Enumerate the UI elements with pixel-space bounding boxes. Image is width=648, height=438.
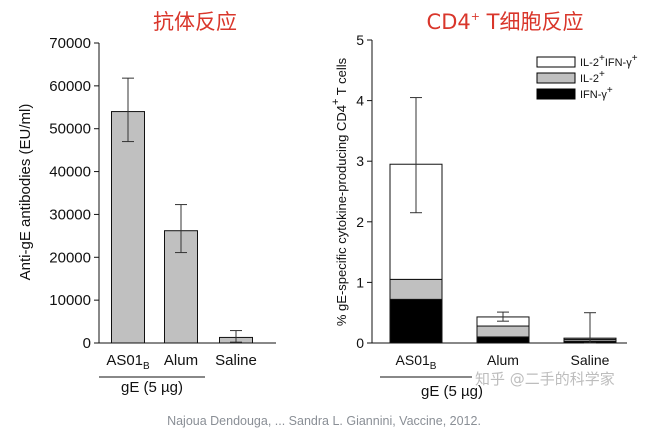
citation: Najoua Dendouga, ... Sandra L. Giannini,… xyxy=(167,414,481,428)
antibody-y-tick-label: 50000 xyxy=(49,121,91,138)
category-base: Alum xyxy=(487,352,519,368)
category-subscript: B xyxy=(143,361,150,372)
antibody-y-tick-label: 70000 xyxy=(49,35,91,52)
legend-swatch-ifng xyxy=(536,88,576,100)
antibody-category-label: Alum xyxy=(164,352,198,369)
antibody-chart-title: 抗体反应 xyxy=(153,10,237,34)
cd4-group-label: gE (5 µg) xyxy=(421,383,483,400)
legend-ifng-a-sup: + xyxy=(607,85,613,96)
cd4-ylabel-sup: + xyxy=(330,99,342,105)
category-base: Saline xyxy=(571,352,610,368)
category-base: Saline xyxy=(215,352,257,369)
cd4-bars xyxy=(389,97,617,344)
cd4-y-tick-label: 4 xyxy=(356,93,364,109)
antibody-category-label: AS01B xyxy=(106,352,150,372)
antibody-bar xyxy=(111,111,145,344)
cd4-chart-title: CD4+ T细胞反应 xyxy=(427,10,584,34)
cd4-bar-segment xyxy=(389,278,443,300)
cd4-title-sup: + xyxy=(471,10,480,23)
category-base: AS01 xyxy=(396,352,430,368)
antibody-y-tick-label: 40000 xyxy=(49,164,91,181)
antibody-y-axis-label: Anti-gE antibodies (EU/ml) xyxy=(17,104,34,281)
antibody-y-tick-label: 10000 xyxy=(49,292,91,309)
cd4-y-axis-label: % gE-specific cytokine-producing CD4+ T … xyxy=(330,57,349,326)
cd4-chart: CD4+ T细胞反应 % gE-specific cytokine-produc… xyxy=(330,10,638,400)
legend-il2-ifng-a: IL-2 xyxy=(580,57,599,69)
cd4-y-tick-label: 2 xyxy=(356,214,364,230)
cd4-ylabel-part2: T cells xyxy=(334,57,349,98)
cd4-bar-segment xyxy=(476,325,530,338)
antibody-y-tick-label: 30000 xyxy=(49,206,91,223)
legend-il2-ifng-a-sup: + xyxy=(599,53,605,64)
cd4-category-label: AS01B xyxy=(396,352,437,372)
antibody-category-labels: AS01B Alum Saline xyxy=(106,352,257,372)
antibody-category-label: Saline xyxy=(215,352,257,369)
watermark: 知乎 @二手的科学家 xyxy=(475,370,615,388)
cd4-category-label: Alum xyxy=(487,352,519,368)
antibody-chart: 抗体反应 Anti-gE antibodies (EU/ml) 0 10000 20… xyxy=(17,10,276,396)
cd4-legend: IL-2+IFN-γ+ IL-2+ IFN-γ+ xyxy=(536,53,638,101)
antibody-y-tick-label: 0 xyxy=(83,335,91,352)
cd4-ylabel-part1: % gE-specific cytokine-producing CD4 xyxy=(334,105,349,326)
antibody-group-label: gE (5 µg) xyxy=(121,379,183,396)
legend-swatch-il2 xyxy=(536,72,576,84)
antibody-axes: 0 10000 20000 30000 40000 50000 60000 70000 xyxy=(49,35,276,352)
cd4-y-tick-label: 5 xyxy=(356,32,364,48)
legend-swatch-il2-ifng xyxy=(536,56,576,68)
cd4-y-tick-label: 1 xyxy=(356,274,364,290)
legend-il2-a: IL-2 xyxy=(580,73,599,85)
antibody-bars xyxy=(111,77,253,344)
cd4-category-label: Saline xyxy=(571,352,610,368)
cd4-y-tick-label: 0 xyxy=(356,335,364,351)
legend-ifng-a: IFN-γ xyxy=(580,89,607,101)
antibody-y-tick-label: 60000 xyxy=(49,78,91,95)
antibody-bar xyxy=(164,230,198,344)
legend-label-il2: IL-2+ xyxy=(580,69,605,85)
legend-label-il2-ifng: IL-2+IFN-γ+ xyxy=(580,53,638,69)
cd4-bar-segment xyxy=(476,336,530,344)
category-subscript: B xyxy=(430,361,437,372)
cd4-y-tick-label: 3 xyxy=(356,153,364,169)
category-base: Alum xyxy=(164,352,198,369)
antibody-y-tick-label: 20000 xyxy=(49,249,91,266)
cd4-title-base: CD4 xyxy=(427,10,471,34)
cd4-category-labels: AS01B Alum Saline xyxy=(396,352,610,372)
legend-il2-ifng-b: IFN-γ xyxy=(605,57,632,69)
category-base: AS01 xyxy=(106,352,143,369)
cd4-bar-segment xyxy=(389,298,443,344)
legend-il2-a-sup: + xyxy=(599,69,605,80)
legend-il2-ifng-b-sup: + xyxy=(632,53,638,64)
legend-label-ifng: IFN-γ+ xyxy=(580,85,613,101)
cd4-title-rest: T细胞反应 xyxy=(480,10,584,34)
